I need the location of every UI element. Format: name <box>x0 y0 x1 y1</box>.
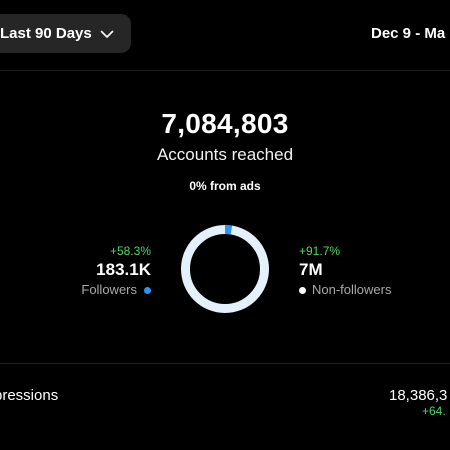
followers-label: Followers <box>81 282 137 297</box>
accounts-reached-value: 7,084,803 <box>161 108 289 139</box>
chevron-down-icon <box>100 30 114 38</box>
non-followers-legend: Non-followers <box>299 281 391 299</box>
non-followers-label: Non-followers <box>312 282 392 297</box>
audience-donut-chart <box>181 225 269 313</box>
date-range-label: Last 90 Days <box>0 25 92 42</box>
followers-dot-icon <box>144 286 151 294</box>
accounts-reached-label: Accounts reached <box>156 145 294 164</box>
followers-stat: +58.3% 183.1K Followers <box>81 244 151 299</box>
non-followers-value: 7M <box>299 260 323 279</box>
followers-legend: Followers <box>81 281 151 299</box>
impressions-delta: +64. <box>422 404 446 418</box>
donut-non-followers-ring <box>181 225 269 313</box>
non-followers-delta: +91.7% <box>299 244 341 258</box>
date-range-text: Dec 9 - Ma <box>371 25 446 42</box>
ads-share-label: 0% from ads <box>189 179 261 193</box>
followers-value: 183.1K <box>96 260 151 279</box>
date-range-dropdown[interactable]: Last 90 Days <box>0 14 131 53</box>
divider <box>0 70 450 71</box>
divider <box>0 363 450 364</box>
impressions-value: 18,386,3 <box>389 387 448 404</box>
followers-delta: +58.3% <box>109 244 151 258</box>
impressions-label[interactable]: pressions <box>0 387 59 404</box>
donut-followers-arc <box>181 225 269 313</box>
non-followers-dot-icon <box>299 286 306 294</box>
non-followers-stat: +91.7% 7M Non-followers <box>299 244 391 299</box>
